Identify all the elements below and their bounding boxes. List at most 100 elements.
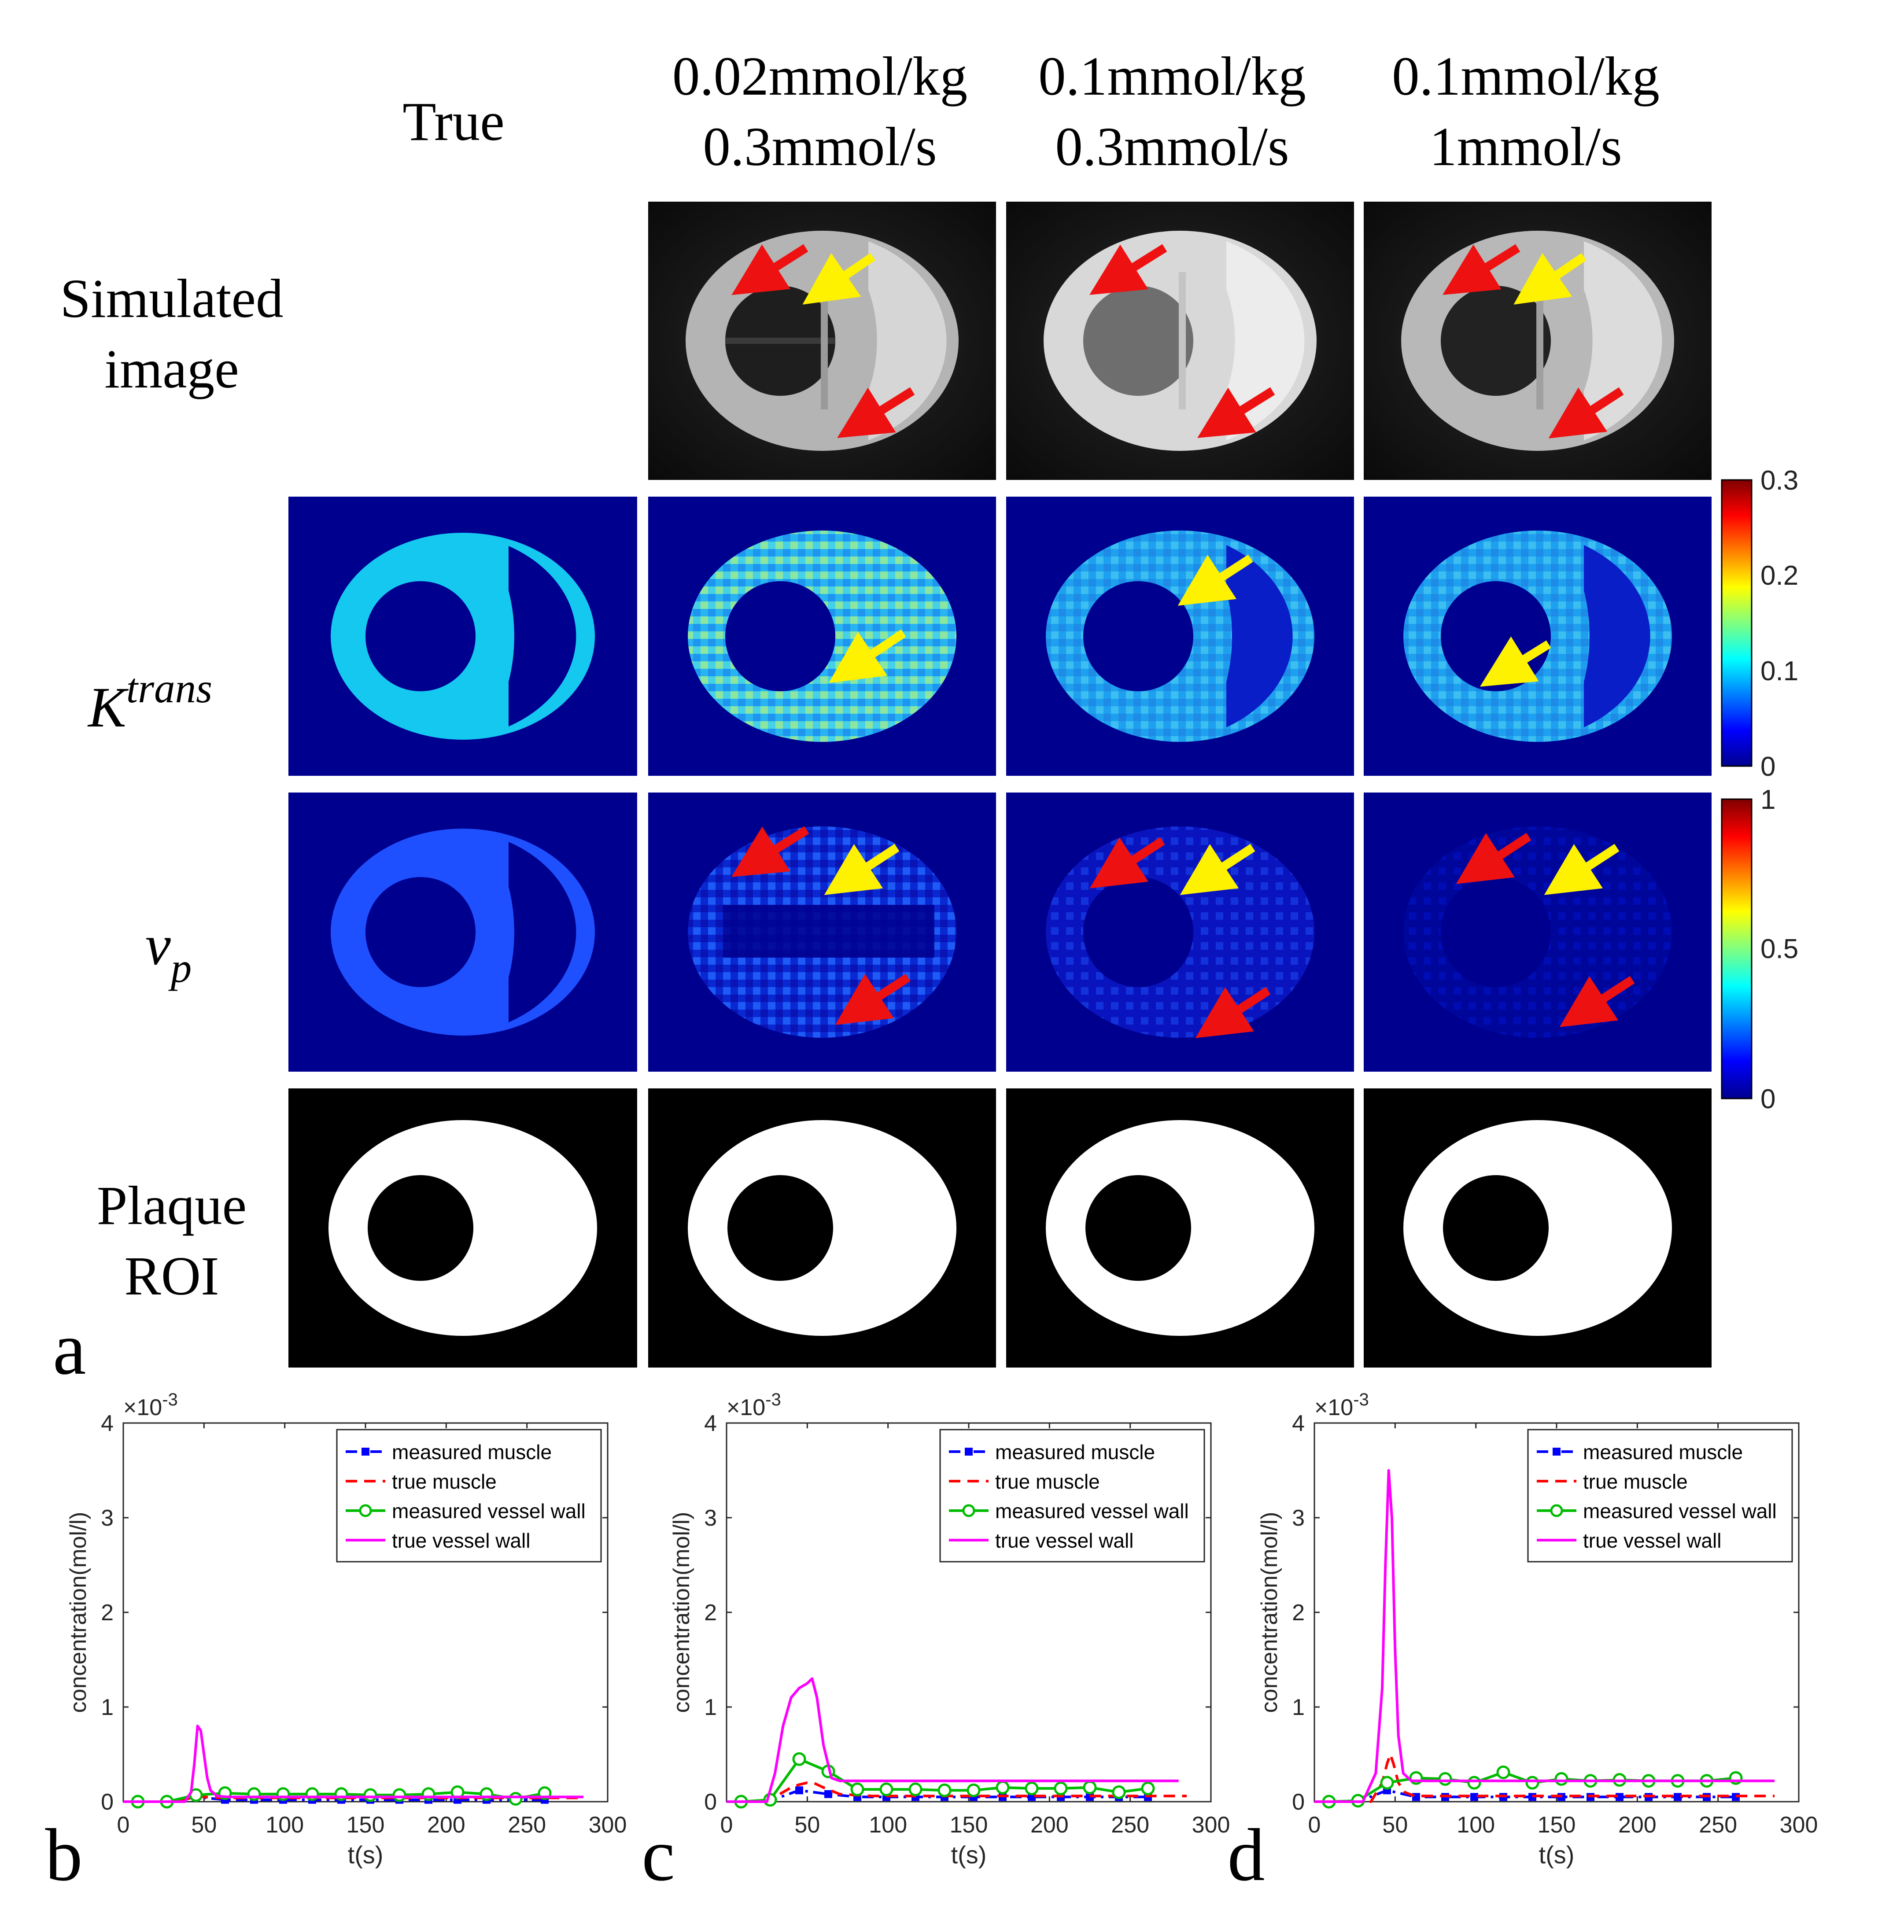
data-point-circle [1112, 1785, 1126, 1799]
series-line-true-muscle [727, 1781, 1187, 1803]
arrow-red [1197, 387, 1275, 438]
legend-marker [965, 1448, 973, 1456]
x-tick-label: 50 [794, 1812, 820, 1838]
col-header-1-line2: 0.3mmol/s [703, 117, 937, 177]
x-tick-label: 50 [191, 1812, 217, 1838]
y-exponent-label: ×10-3 [123, 1390, 178, 1420]
arrow-red [731, 244, 808, 295]
data-point-square [824, 1790, 832, 1798]
legend-marker [359, 1504, 372, 1517]
concentration-chart-c: 0 50 100 150 200 250 300 0 1 2 3 4 ×10-3 t(s) concentr… [642, 1390, 1230, 1896]
colorbar-ktrans-tick: 0 [1760, 752, 1775, 782]
x-tick-label: 0 [720, 1812, 733, 1838]
col-header-1-line1: 0.02mmol/kg [672, 46, 967, 107]
data-point-circle [1554, 1772, 1568, 1786]
legend-marker [1550, 1504, 1563, 1517]
legend-entry: measured vessel wall [995, 1500, 1189, 1523]
data-point-square [1470, 1793, 1478, 1801]
colorbar-vp: 1 0.5 0 [1721, 785, 1798, 1114]
row-label-ktrans: Ktrans [87, 665, 212, 739]
ktrans-map-2 [1006, 497, 1354, 776]
simulated-image-2 [1006, 202, 1354, 480]
x-axis-label: t(s) [1539, 1841, 1575, 1869]
x-tick-label: 250 [1111, 1812, 1149, 1838]
data-point-circle [1083, 1781, 1097, 1795]
x-tick-label: 250 [1699, 1812, 1737, 1838]
col-header-true: True [402, 92, 505, 152]
arrow-yellow [829, 629, 906, 683]
legend-entry: measured vessel wall [1583, 1500, 1777, 1523]
y-exponent: -3 [1353, 1390, 1369, 1409]
data-point-circle [1496, 1765, 1510, 1779]
y-axis-label: concentration(mol/l) [669, 1512, 694, 1713]
arrow-red [835, 973, 911, 1025]
data-point-circle [1380, 1776, 1394, 1790]
x-tick-label: 300 [1780, 1812, 1818, 1838]
x-axis-label: t(s) [951, 1841, 987, 1869]
legend-entry: true muscle [392, 1470, 497, 1493]
panel-letter-a: a [53, 1307, 86, 1390]
x-tick-label: 150 [1538, 1812, 1576, 1838]
y-tick-label: 2 [101, 1600, 114, 1626]
concentration-chart-d: 0 50 100 150 200 250 300 0 1 2 3 4 ×10-3 t(s) concentr… [1228, 1390, 1818, 1896]
arrow-yellow [1480, 636, 1551, 687]
y-tick-label: 0 [101, 1789, 114, 1815]
arrow-yellow [1544, 844, 1620, 895]
arrow-red [731, 826, 809, 877]
row-label-roi-line1: Plaque [97, 1176, 247, 1236]
simulated-image-1 [648, 202, 996, 480]
legend-marker [962, 1504, 975, 1517]
arrow-yellow [1180, 844, 1255, 895]
arrow-red [1089, 837, 1165, 889]
concentration-chart-b: 0 50 100 150 200 250 300 0 1 2 3 4 ×10-3 t(s) concentr… [45, 1390, 627, 1896]
colorbar-ktrans: 0.3 0.2 0.1 0 [1721, 465, 1798, 782]
data-point-circle [363, 1788, 377, 1802]
y-tick-label: 2 [1292, 1600, 1305, 1626]
ktrans-map-3 [1364, 497, 1712, 776]
roi-mask-3 [1364, 1088, 1712, 1368]
col-header-3-line1: 0.1mmol/kg [1392, 46, 1660, 107]
arrow-red [1456, 833, 1531, 884]
roi-mask-2 [1006, 1088, 1354, 1368]
data-point-circle [996, 1781, 1010, 1795]
x-axis-label: t(s) [348, 1841, 384, 1869]
data-point-square [1674, 1793, 1682, 1801]
ktrans-map-1 [648, 497, 996, 776]
y-tick-label: 3 [101, 1505, 114, 1531]
vp-map-true [288, 793, 637, 1072]
y-exponent: -3 [162, 1390, 178, 1409]
y-tick-label: 3 [1292, 1505, 1305, 1531]
x-tick-label: 200 [1618, 1812, 1657, 1838]
data-point-circle [1467, 1776, 1481, 1790]
vp-map-1 [648, 793, 996, 1072]
x-tick-label: 200 [1030, 1812, 1069, 1838]
colorbar-vp-tick: 0 [1760, 1084, 1775, 1114]
x-tick-label: 100 [266, 1812, 304, 1838]
y-exponent-label: ×10-3 [727, 1390, 781, 1420]
colorbar-ktrans-tick: 0.3 [1760, 465, 1798, 496]
legend-marker [1553, 1448, 1561, 1456]
arrow-red [1089, 244, 1167, 295]
y-tick-label: 4 [1292, 1411, 1305, 1436]
data-point-square [1028, 1793, 1036, 1801]
y-tick-label: 0 [1292, 1789, 1305, 1815]
y-tick-label: 1 [704, 1695, 717, 1720]
arrow-red [1195, 987, 1271, 1038]
legend-entry: true vessel wall [995, 1529, 1133, 1552]
colorbar-ktrans-tick: 0.1 [1760, 656, 1798, 686]
col-header-3-line2: 1mmol/s [1429, 117, 1622, 177]
data-point-circle [908, 1782, 922, 1796]
data-point-circle [937, 1783, 952, 1797]
y-tick-label: 0 [704, 1789, 717, 1815]
colorbar-vp-tick: 0.5 [1760, 934, 1798, 964]
arrow-yellow [1177, 554, 1253, 606]
row-label-roi-line2: ROI [124, 1246, 219, 1307]
arrow-red [1559, 976, 1635, 1027]
x-tick-label: 0 [1308, 1812, 1321, 1838]
legend-entry: measured vessel wall [392, 1500, 586, 1523]
data-point-circle [509, 1792, 523, 1806]
x-tick-label: 200 [427, 1812, 465, 1838]
row-label-simulated-line2: image [104, 339, 239, 400]
y-tick-label: 4 [704, 1411, 717, 1436]
